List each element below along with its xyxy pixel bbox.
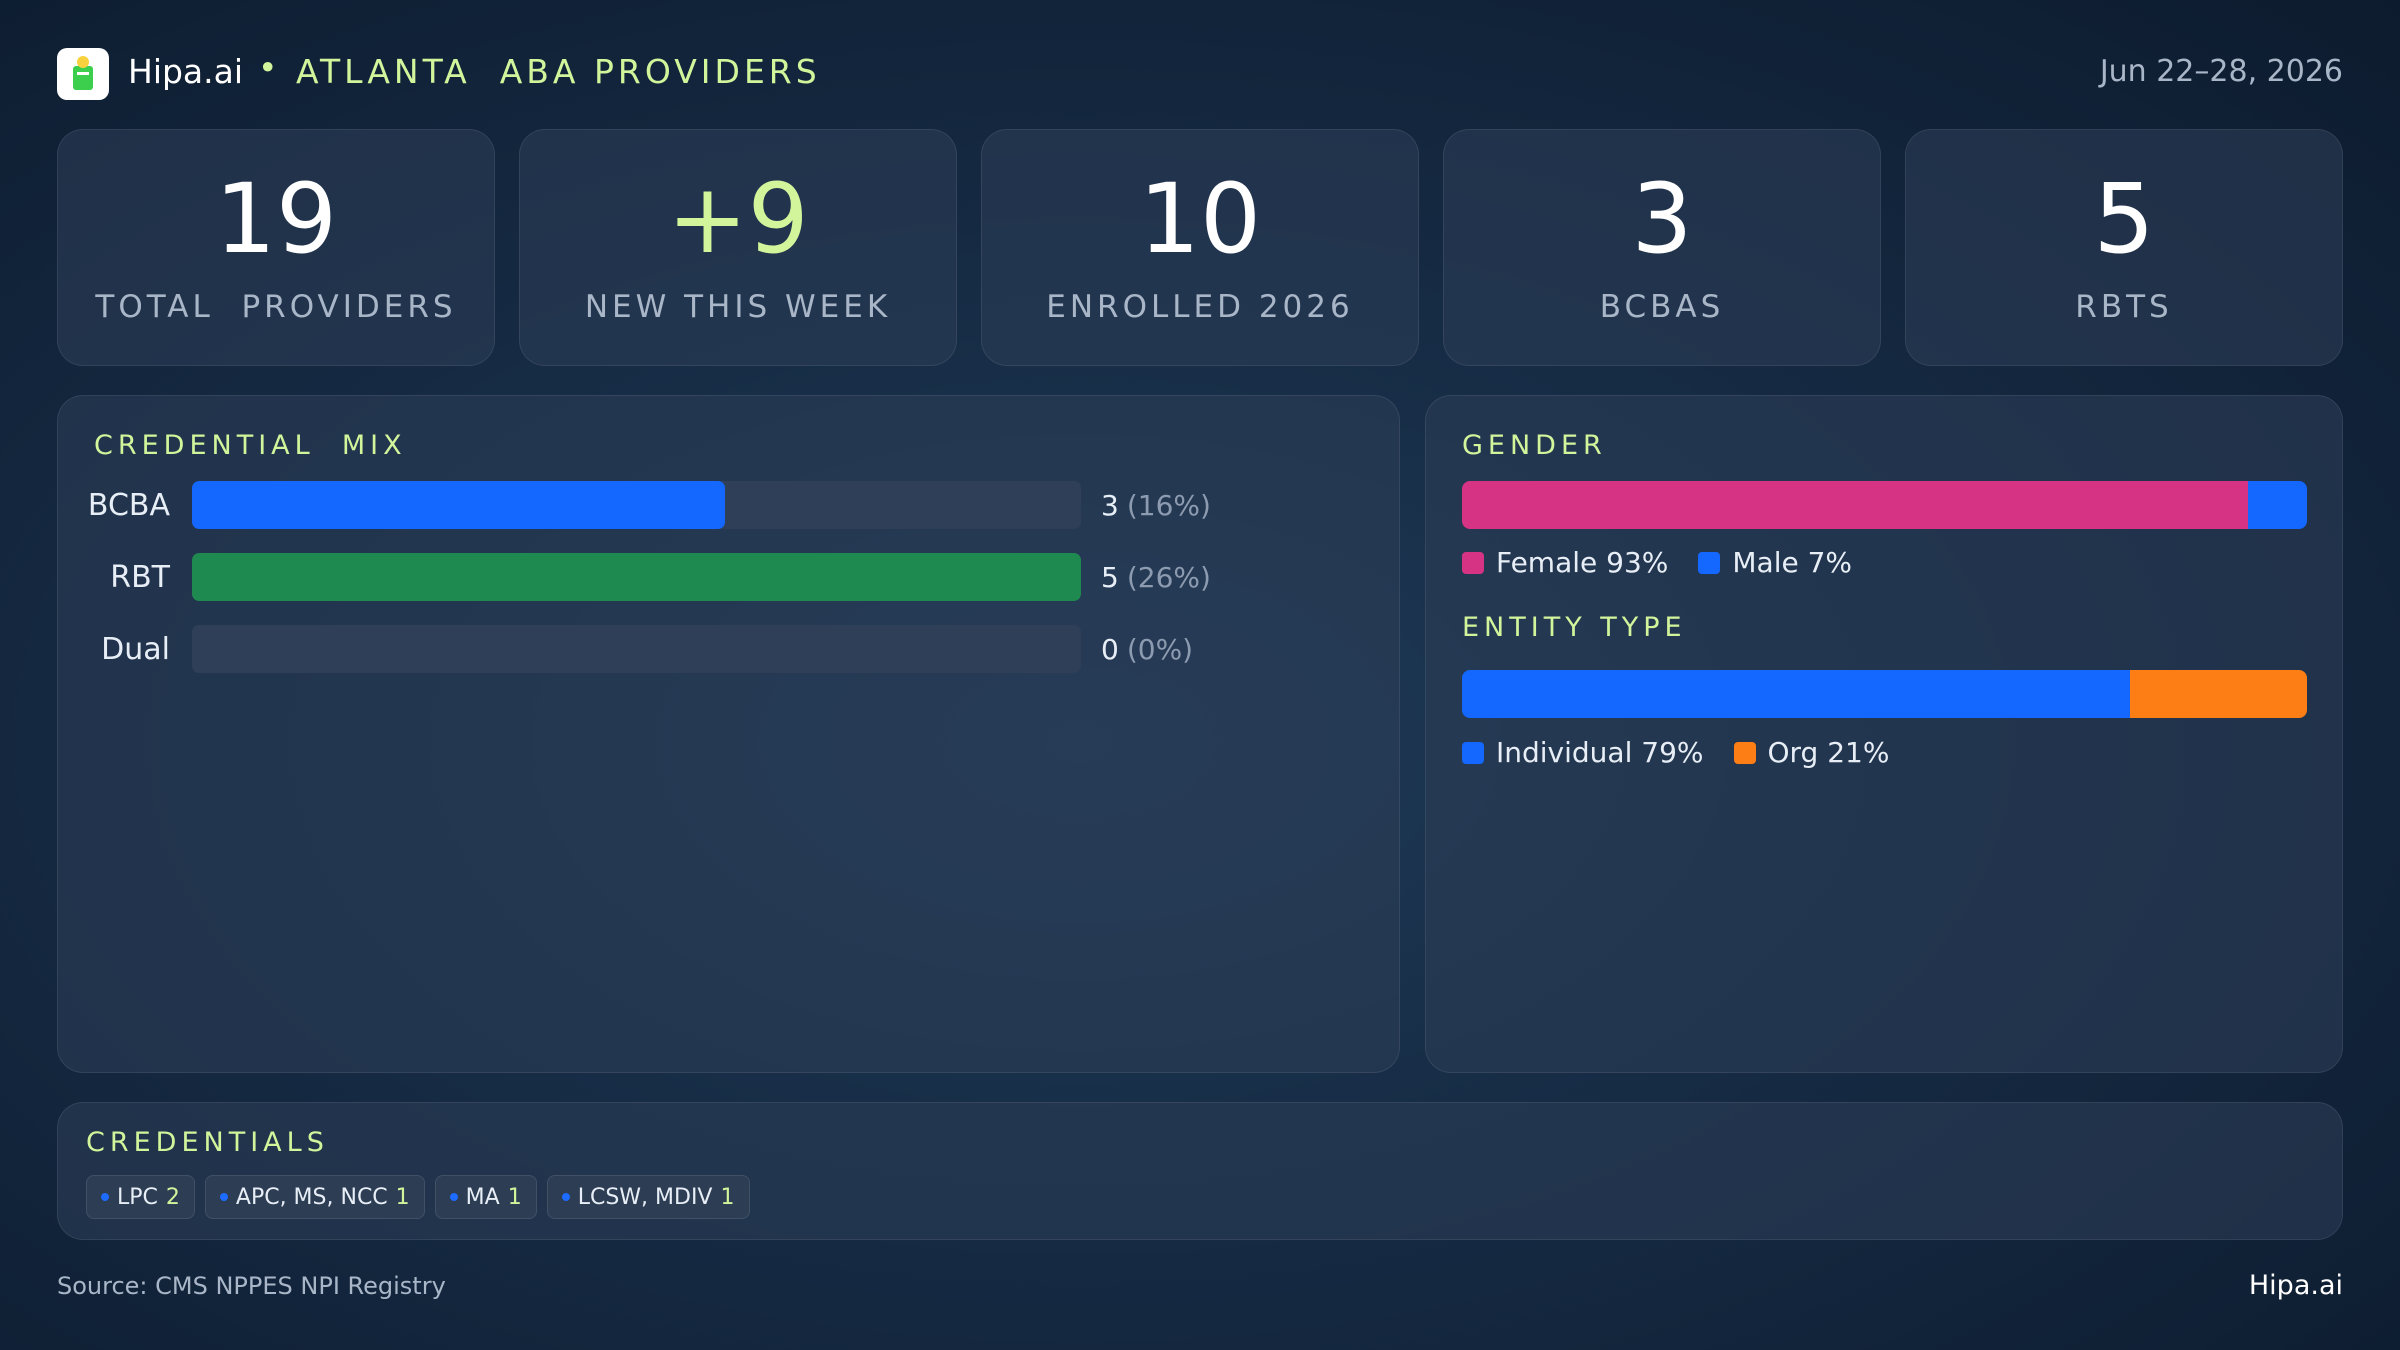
legend-label: Male 7% xyxy=(1732,546,1853,579)
credential-chip: APC, MS, NCC 1 xyxy=(204,1175,425,1219)
bar-label: Dual xyxy=(101,631,170,667)
legend-label: Female 93% xyxy=(1496,546,1669,579)
kpi-value: +9 xyxy=(667,162,809,275)
legend-item: Org 21% xyxy=(1733,736,1890,769)
chip-count: 1 xyxy=(395,1184,410,1210)
chip-dot xyxy=(449,1193,458,1201)
bar-segment xyxy=(2129,670,2307,718)
bar-value: 0 xyxy=(1101,632,1119,666)
panel-title: GENDER xyxy=(1462,430,1607,461)
credential-mix-panel: CREDENTIAL MIX BCBA 3 (16%) RBT 5 (26%) Dual 0(… xyxy=(57,395,1400,1073)
bar-row: RBT 5 (26%) xyxy=(58,553,1211,601)
bar-segment xyxy=(1462,481,2248,529)
bar-label: RBT xyxy=(110,559,170,595)
bar-percent: (26%) xyxy=(1126,560,1211,594)
kpi-label: ENROLLED 2026 xyxy=(1046,288,1354,325)
chip-dot xyxy=(101,1193,109,1201)
legend-swatch xyxy=(1462,551,1484,574)
bar-label: BCBA xyxy=(87,487,170,523)
kpi-card: +9 NEW THIS WEEK xyxy=(519,129,957,366)
credentials-panel: CREDENTIALS LPC 2 APC, MS, NCC 1 MA 1 LCSW, MD… xyxy=(57,1102,2343,1240)
legend-swatch xyxy=(1698,551,1721,574)
separator-dot: • xyxy=(258,48,278,87)
bar xyxy=(192,481,726,529)
kpi-card: 19 TOTAL PROVIDERS xyxy=(57,129,495,366)
entity-bar xyxy=(1462,670,2307,718)
kpi-value: 3 xyxy=(1631,162,1693,275)
bar-percent: (16%) xyxy=(1126,488,1211,522)
logo-icon xyxy=(73,56,93,90)
legend-swatch xyxy=(1462,741,1484,764)
chip-name: MA xyxy=(465,1184,500,1210)
bar-track xyxy=(192,481,1081,529)
bar-value: 5 xyxy=(1101,560,1119,594)
chip-count: 1 xyxy=(507,1184,522,1210)
legend-swatch xyxy=(1733,741,1756,764)
chip-list: LPC 2 APC, MS, NCC 1 MA 1 LCSW, MDIV 1 xyxy=(86,1175,750,1219)
legend-label: Org 21% xyxy=(1767,736,1890,769)
chip-name: LPC xyxy=(117,1184,158,1210)
kpi-card: 5 RBTS xyxy=(1905,129,2343,366)
credential-chip: MA 1 xyxy=(434,1175,537,1219)
bar-track xyxy=(192,553,1081,601)
kpi-label: BCBAS xyxy=(1599,288,1725,325)
bar-percent: (0%) xyxy=(1126,632,1194,666)
bar-value: 3 xyxy=(1101,488,1119,522)
page-title: ATLANTA ABA PROVIDERS xyxy=(296,52,821,91)
bar-segment xyxy=(2247,481,2307,529)
bar-row: Dual 0 (0%) xyxy=(58,625,1193,673)
bar-track xyxy=(192,625,1081,673)
kpi-label: NEW THIS WEEK xyxy=(584,288,892,325)
kpi-value: 10 xyxy=(1138,162,1262,275)
panel-title: ENTITY TYPE xyxy=(1462,612,1687,643)
footer-brand: Hipa.ai xyxy=(2248,1270,2343,1301)
logo xyxy=(57,48,109,100)
legend-item: Individual 79% xyxy=(1462,736,1704,769)
gender-bar xyxy=(1462,481,2307,529)
credential-chip: LPC 2 xyxy=(86,1175,195,1219)
bar-row: BCBA 3 (16%) xyxy=(58,481,1211,529)
chip-count: 2 xyxy=(165,1184,180,1210)
brand: Hipa.ai xyxy=(128,52,244,91)
chip-name: APC, MS, NCC xyxy=(235,1184,388,1210)
kpi-card: 3 BCBAS xyxy=(1443,129,1881,366)
kpi-card: 10 ENROLLED 2026 xyxy=(981,129,1419,366)
kpi-label: RBTS xyxy=(2075,288,2173,325)
kpi-label: TOTAL PROVIDERS xyxy=(95,288,457,325)
kpi-value: 19 xyxy=(214,162,338,275)
chip-dot xyxy=(219,1193,228,1201)
legend-item: Female 93% xyxy=(1462,546,1668,579)
date-range: Jun 22–28, 2026 xyxy=(2099,54,2343,89)
credential-chip: LCSW, MDIV 1 xyxy=(546,1175,750,1219)
chip-name: LCSW, MDIV xyxy=(577,1184,713,1210)
gender-legend: Female 93% Male 7% xyxy=(1462,546,1852,579)
source: Source: CMS NPPES NPI Registry xyxy=(57,1272,446,1300)
chip-dot xyxy=(561,1193,570,1201)
demographics-panel: GENDER Female 93% Male 7% ENTITY TYPE Ind… xyxy=(1425,395,2343,1073)
panel-title: CREDENTIALS xyxy=(86,1127,329,1158)
panel-title: CREDENTIAL MIX xyxy=(94,430,407,461)
chip-count: 1 xyxy=(720,1184,735,1210)
bar xyxy=(192,553,1081,601)
legend-label: Individual 79% xyxy=(1496,736,1704,769)
bar-segment xyxy=(1462,670,2130,718)
legend-item: Male 7% xyxy=(1698,546,1852,579)
entity-legend: Individual 79% Org 21% xyxy=(1462,736,1889,769)
kpi-value: 5 xyxy=(2093,162,2155,275)
